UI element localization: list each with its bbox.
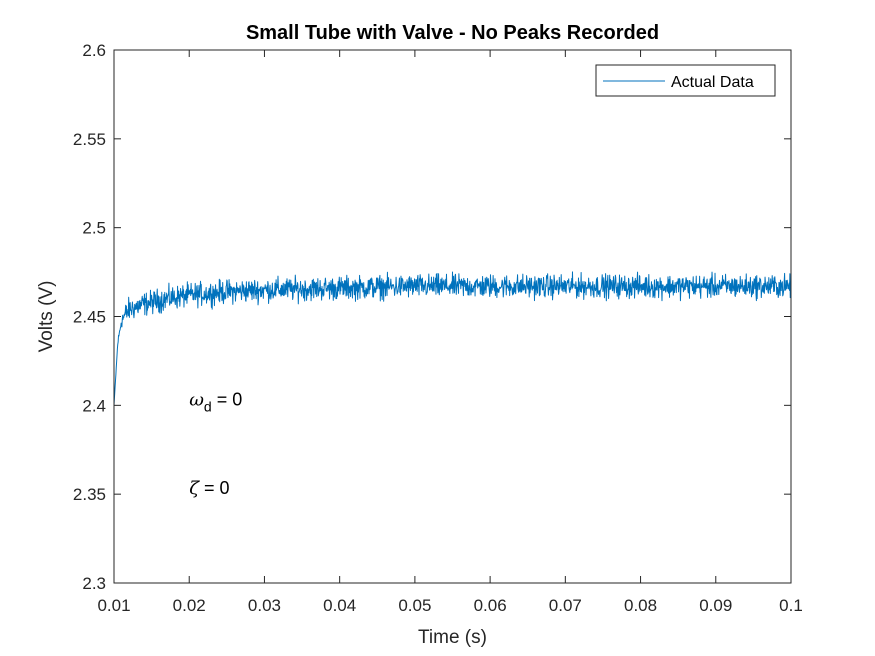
- chart-title: Small Tube with Valve - No Peaks Recorde…: [246, 22, 659, 44]
- y-tick-label: 2.5: [82, 219, 106, 238]
- x-tick-label: 0.07: [549, 596, 582, 615]
- legend-label-actual-data: Actual Data: [671, 74, 754, 91]
- x-tick-label: 0.01: [97, 596, 130, 615]
- x-tick-label: 0.02: [173, 596, 206, 615]
- x-tick-label: 0.04: [323, 596, 356, 615]
- legend: Actual Data: [595, 64, 776, 97]
- annotations: ωd = 0 ζ = 0: [189, 389, 242, 499]
- axis-ticks: 0.01 0.02 0.03 0.04 0.05 0.06 0.07 0.08 0.09 0.1 2…: [73, 41, 803, 615]
- x-tick-label: 0.1: [779, 596, 803, 615]
- y-tick-label: 2.4: [82, 396, 106, 415]
- y-tick-label: 2.6: [82, 41, 106, 60]
- x-tick-label: 0.05: [398, 596, 431, 615]
- y-tick-label: 2.45: [73, 308, 106, 327]
- y-tick-label: 2.35: [73, 485, 106, 504]
- x-tick-label: 0.09: [699, 596, 732, 615]
- x-axis-label: Time (s): [418, 627, 487, 648]
- y-tick-label: 2.3: [82, 574, 106, 593]
- x-tick-label: 0.06: [474, 596, 507, 615]
- plot-background: [114, 50, 791, 583]
- y-tick-label: 2.55: [73, 130, 106, 149]
- x-tick-label: 0.03: [248, 596, 281, 615]
- annotation-omega-d: ωd = 0: [189, 389, 242, 414]
- series-line-actual-data: [113, 271, 792, 406]
- annotation-zeta: ζ = 0: [189, 478, 229, 499]
- plot-area: [113, 49, 792, 584]
- y-axis-label: Volts (V): [36, 281, 57, 353]
- x-tick-label: 0.08: [624, 596, 657, 615]
